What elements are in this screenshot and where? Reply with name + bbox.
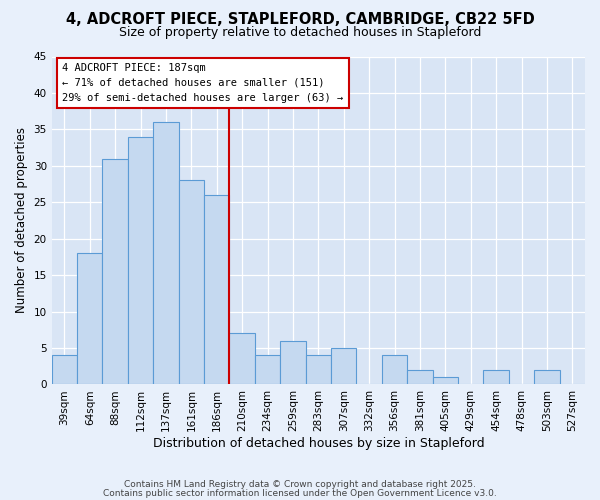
Y-axis label: Number of detached properties: Number of detached properties: [15, 128, 28, 314]
Bar: [433, 377, 458, 384]
Bar: [305, 356, 331, 384]
Bar: [484, 370, 509, 384]
Bar: [407, 370, 433, 384]
Bar: [52, 356, 77, 384]
Text: Contains HM Land Registry data © Crown copyright and database right 2025.: Contains HM Land Registry data © Crown c…: [124, 480, 476, 489]
Text: 4, ADCROFT PIECE, STAPLEFORD, CAMBRIDGE, CB22 5FD: 4, ADCROFT PIECE, STAPLEFORD, CAMBRIDGE,…: [65, 12, 535, 28]
Bar: [179, 180, 204, 384]
Bar: [229, 334, 255, 384]
Bar: [153, 122, 179, 384]
Bar: [77, 254, 103, 384]
Bar: [331, 348, 356, 385]
Text: Size of property relative to detached houses in Stapleford: Size of property relative to detached ho…: [119, 26, 481, 39]
Bar: [128, 136, 153, 384]
Text: Contains public sector information licensed under the Open Government Licence v3: Contains public sector information licen…: [103, 488, 497, 498]
Bar: [534, 370, 560, 384]
Bar: [382, 356, 407, 384]
Bar: [280, 340, 305, 384]
Bar: [255, 356, 280, 384]
Text: 4 ADCROFT PIECE: 187sqm
← 71% of detached houses are smaller (151)
29% of semi-d: 4 ADCROFT PIECE: 187sqm ← 71% of detache…: [62, 63, 344, 102]
X-axis label: Distribution of detached houses by size in Stapleford: Distribution of detached houses by size …: [152, 437, 484, 450]
Bar: [204, 195, 229, 384]
Bar: [103, 158, 128, 384]
